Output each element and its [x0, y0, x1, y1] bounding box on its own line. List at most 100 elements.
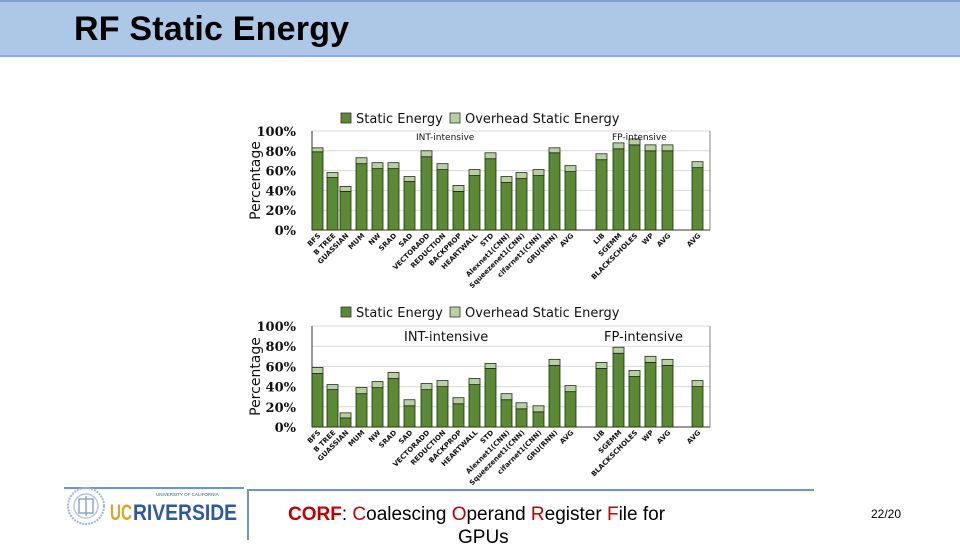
bar-static: [371, 387, 384, 428]
y-tick-label: 100%: [257, 320, 297, 335]
y-tick-label: 100%: [257, 125, 297, 140]
bar-overhead: [595, 361, 608, 369]
bar-overhead: [387, 162, 400, 170]
legend-swatch-static: [340, 306, 352, 318]
page-number: 22/20: [871, 507, 902, 521]
bar-overhead: [452, 397, 465, 405]
footer-title: CORF: Coalescing Operand Register File f…: [288, 504, 665, 526]
footer-title-part: C: [352, 504, 367, 525]
footer-title-part: oalescing: [366, 504, 452, 525]
y-tick-label: 40%: [266, 381, 297, 396]
bar-static: [355, 393, 368, 428]
bar-static: [628, 144, 641, 231]
bar-overhead: [661, 144, 674, 152]
bar-static: [548, 152, 561, 231]
bar-overhead: [515, 172, 528, 179]
bar-static: [355, 163, 368, 231]
bar-overhead: [515, 402, 528, 410]
x-tick-label: AVG: [685, 429, 702, 446]
bar-overhead: [326, 384, 339, 391]
bar-static: [532, 175, 545, 231]
y-tick-label: 20%: [266, 401, 297, 416]
x-tick-label: SRAD: [377, 232, 398, 253]
footer-title-part: O: [451, 504, 467, 525]
y-tick-label: 80%: [266, 145, 297, 160]
x-tick-label: AVG: [558, 232, 575, 249]
bar-overhead: [548, 147, 561, 154]
bar-overhead: [403, 399, 416, 407]
bar-static: [661, 150, 674, 231]
y-axis-label: Percentage: [248, 337, 264, 416]
bar-overhead: [612, 346, 625, 354]
bar-overhead: [311, 147, 324, 153]
y-tick-label: 0%: [275, 421, 297, 436]
bar-static: [484, 368, 497, 428]
bar-static: [532, 411, 545, 428]
bar-static: [420, 389, 433, 428]
footer-divider: [64, 487, 244, 489]
bar-static: [452, 403, 465, 428]
bar-static: [339, 417, 352, 428]
bar-overhead: [484, 152, 497, 160]
x-tick-label: AVG: [685, 232, 702, 249]
bar-static: [595, 368, 608, 428]
bar-overhead: [420, 383, 433, 391]
footer-title-part: egister: [544, 504, 607, 525]
bar-overhead: [468, 169, 481, 176]
bar-overhead: [355, 387, 368, 395]
bar-overhead: [628, 370, 641, 377]
bar-overhead: [387, 372, 400, 379]
bar-overhead: [371, 381, 384, 389]
bar-overhead: [355, 157, 368, 165]
slide-title: RF Static Energy: [74, 10, 350, 48]
x-tick-label: SRAD: [377, 429, 398, 450]
svg-text:RIVERSIDE: RIVERSIDE: [133, 500, 237, 525]
bar-static: [403, 405, 416, 428]
x-tick-label: AVG: [655, 429, 672, 446]
legend-swatch-static: [340, 112, 352, 124]
svg-text:UNIVERSITY OF CALIFORNIA: UNIVERSITY OF CALIFORNIA: [156, 492, 219, 497]
bar-static: [387, 378, 400, 428]
footer-divider-vertical: [247, 489, 249, 540]
y-tick-label: 60%: [266, 360, 297, 375]
bar-static: [387, 168, 400, 231]
bar-overhead: [500, 176, 513, 183]
annotation-fp-intensive: FP-intensive: [604, 330, 683, 345]
x-tick-label: AVG: [558, 429, 575, 446]
bar-overhead: [548, 358, 561, 366]
bar-static: [500, 399, 513, 428]
university-seal-icon: [67, 487, 105, 525]
x-tick-label: AVG: [655, 232, 672, 249]
bar-overhead: [452, 185, 465, 192]
annotation-fp-intensive: FP-intensive: [612, 133, 667, 143]
bar-overhead: [595, 153, 608, 161]
bar-static: [548, 364, 561, 428]
legend-label-overhead: Overhead Static Energy: [465, 112, 620, 127]
bar-static: [564, 391, 577, 428]
footer-divider-top: [247, 489, 814, 491]
bar-overhead: [500, 393, 513, 401]
bar-overhead: [311, 367, 324, 374]
bar-static: [436, 169, 449, 231]
bar-overhead: [628, 138, 641, 146]
bar-static: [691, 386, 704, 428]
footer-title-part: F: [606, 504, 619, 525]
bar-static: [326, 389, 339, 428]
bar-overhead: [564, 385, 577, 393]
bar-static: [644, 361, 657, 428]
bar-static: [612, 148, 625, 231]
bar-overhead: [484, 362, 497, 369]
bar-overhead: [691, 161, 704, 169]
bar-overhead: [339, 412, 352, 419]
footer-title-part: CORF: [288, 504, 342, 525]
bar-static: [500, 182, 513, 231]
bar-overhead: [436, 163, 449, 171]
annotation-int-intensive: INT-intensive: [416, 133, 475, 143]
bar-static: [311, 151, 324, 231]
bar-static: [452, 190, 465, 231]
bar-static: [468, 384, 481, 428]
bar-static: [691, 167, 704, 231]
bar-static: [436, 386, 449, 428]
annotation-int-intensive: INT-intensive: [404, 330, 488, 345]
bar-static: [403, 181, 416, 231]
